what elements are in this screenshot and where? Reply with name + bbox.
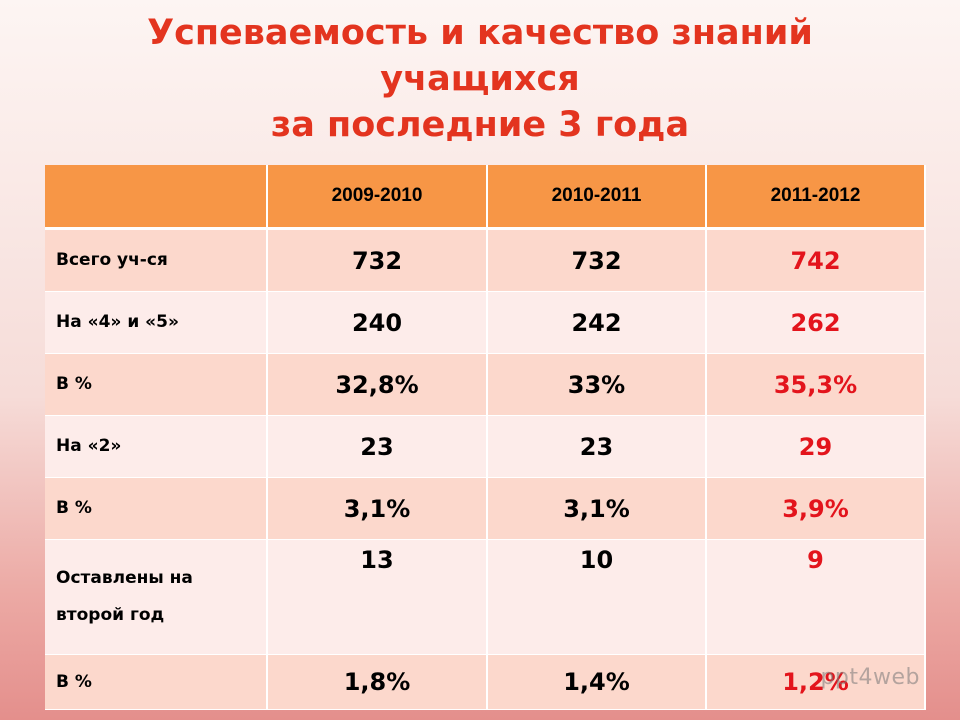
- row-label: На «4» и «5»: [45, 291, 268, 354]
- table-row: На «4» и «5» 240 242 262: [45, 291, 926, 354]
- header-year-2009-2010: 2009-2010: [267, 165, 488, 230]
- row-label: Всего уч-ся: [45, 228, 268, 292]
- header-year-2011-2012: 2011-2012: [706, 165, 926, 230]
- watermark: ppt4web: [820, 665, 920, 690]
- cell-value: 10: [487, 539, 707, 655]
- cell-value: 3,1%: [267, 477, 488, 540]
- row-label: Оставлены на второй год: [45, 539, 268, 655]
- table-row: На «2» 23 23 29: [45, 415, 926, 478]
- table-row: Оставлены на второй год 13 10 9: [45, 539, 926, 655]
- cell-value-highlight: 3,9%: [706, 477, 926, 540]
- page-title: Успеваемость и качество знаний учащихся …: [0, 10, 960, 148]
- cell-value-highlight: 742: [706, 228, 926, 292]
- cell-value: 240: [267, 291, 488, 354]
- table-row: Всего уч-ся 732 732 742: [45, 228, 926, 292]
- cell-value: 732: [487, 228, 707, 292]
- title-line-3: за последние 3 года: [270, 105, 690, 145]
- cell-value: 732: [267, 228, 488, 292]
- cell-value-highlight: 1,2%: [706, 654, 926, 710]
- row-label: В %: [45, 477, 268, 540]
- title-line-1: Успеваемость и качество знаний: [147, 13, 813, 53]
- row-label: На «2»: [45, 415, 268, 478]
- cell-value: 33%: [487, 353, 707, 416]
- cell-value-highlight: 35,3%: [706, 353, 926, 416]
- title-line-2: учащихся: [380, 59, 580, 99]
- cell-value: 13: [267, 539, 488, 655]
- performance-table: 2009-2010 2010-2011 2011-2012 Всего уч-с…: [45, 165, 926, 710]
- cell-value: 1,4%: [487, 654, 707, 710]
- cell-value-highlight: 29: [706, 415, 926, 478]
- table-header-row: 2009-2010 2010-2011 2011-2012: [45, 165, 926, 230]
- cell-value-highlight: 262: [706, 291, 926, 354]
- row-label: В %: [45, 654, 268, 710]
- header-empty-cell: [45, 165, 268, 230]
- table-row: В % 1,8% 1,4% 1,2%: [45, 654, 926, 710]
- cell-value: 23: [267, 415, 488, 478]
- header-year-2010-2011: 2010-2011: [487, 165, 707, 230]
- cell-value: 23: [487, 415, 707, 478]
- cell-value: 242: [487, 291, 707, 354]
- cell-value-highlight: 9: [706, 539, 926, 655]
- cell-value: 32,8%: [267, 353, 488, 416]
- table-row: В % 3,1% 3,1% 3,9%: [45, 477, 926, 540]
- cell-value: 1,8%: [267, 654, 488, 710]
- table-row: В % 32,8% 33% 35,3%: [45, 353, 926, 416]
- cell-value: 3,1%: [487, 477, 707, 540]
- row-label: В %: [45, 353, 268, 416]
